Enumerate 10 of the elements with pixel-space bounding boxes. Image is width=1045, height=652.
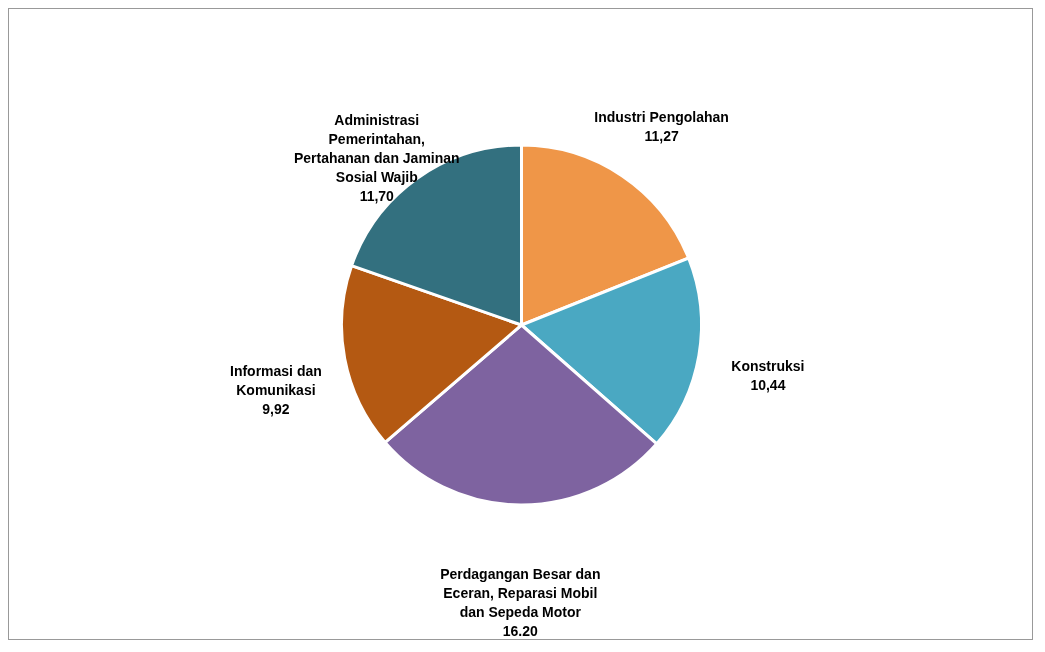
data-label: 9,92 xyxy=(262,400,290,417)
data-label: 11,70 xyxy=(359,188,395,205)
data-label: 11,27 xyxy=(644,127,679,144)
slice-label: Informasi dan Komunikasi xyxy=(229,362,322,398)
data-label: 10,44 xyxy=(750,377,786,394)
slice-label: Industri Pengolahan xyxy=(594,108,729,125)
slice-label: Perdagangan Besar dan Eceran, Reparasi Mobil dan Sepeda Motor xyxy=(440,566,601,620)
slice-label: Administrasi Pemerintahan, Pertahanan dan Jaminan Sosial Wajib xyxy=(293,112,460,186)
data-label: 16.20 xyxy=(502,623,539,639)
slice-label: Konstruksi xyxy=(731,358,805,375)
